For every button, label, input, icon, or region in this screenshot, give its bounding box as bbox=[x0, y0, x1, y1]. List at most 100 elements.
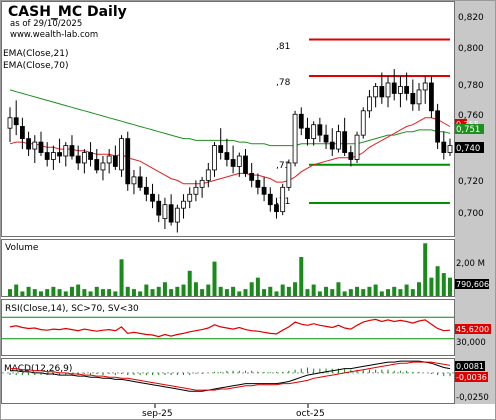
candle-body bbox=[367, 96, 372, 112]
volume-bar bbox=[88, 291, 93, 296]
candle-body bbox=[168, 204, 174, 223]
volume-bar bbox=[125, 286, 130, 296]
as-of-date: as of 29/10/2025 bbox=[10, 19, 82, 29]
candle-body bbox=[422, 82, 428, 91]
volume-bar bbox=[255, 277, 260, 296]
candle-body bbox=[38, 141, 44, 153]
volume-value-tag bbox=[455, 279, 489, 289]
candle-body bbox=[199, 179, 205, 188]
candle-body bbox=[100, 162, 106, 171]
candle-body bbox=[329, 141, 335, 150]
candle-body bbox=[131, 176, 137, 185]
volume-bar bbox=[162, 282, 167, 296]
volume-bar bbox=[435, 266, 440, 296]
volume-bar bbox=[410, 289, 415, 296]
ema21-legend: EMA(Close,21) bbox=[3, 49, 68, 59]
candle-body bbox=[435, 110, 441, 143]
volume-bar bbox=[218, 286, 223, 296]
volume-bar bbox=[429, 277, 434, 296]
candle-body bbox=[218, 145, 224, 153]
candle-body bbox=[125, 138, 131, 185]
candle-body bbox=[317, 124, 323, 136]
volume-bar bbox=[262, 289, 267, 296]
candle-body bbox=[336, 131, 341, 150]
candle-body bbox=[44, 152, 50, 160]
price-tick-label: 0,780 bbox=[458, 81, 484, 91]
price-tick-label: 0,700 bbox=[458, 209, 484, 219]
macd-path bbox=[10, 360, 451, 392]
candle-body bbox=[274, 204, 279, 213]
volume-bar bbox=[144, 284, 149, 296]
volume-bar bbox=[423, 243, 428, 296]
rsi-value: 45,6200 bbox=[456, 325, 489, 334]
candle-body bbox=[348, 152, 354, 160]
volume-bar bbox=[441, 273, 446, 296]
volume-label: Volume bbox=[5, 243, 39, 253]
ema21-value-tag bbox=[455, 119, 467, 128]
level-lines bbox=[309, 38, 450, 204]
x-axis-label: sep-25 bbox=[142, 409, 173, 419]
volume-bar bbox=[379, 291, 384, 296]
macd-label: MACD(12,26,9) bbox=[4, 364, 72, 374]
candle-body bbox=[447, 145, 453, 153]
candle-body bbox=[354, 134, 360, 160]
macd-tick-label: -0,0250 bbox=[456, 393, 489, 403]
volume-bar bbox=[14, 284, 19, 296]
macd-value: 0,0081 bbox=[456, 362, 484, 371]
candle-body bbox=[112, 155, 118, 167]
volume-bar bbox=[317, 291, 322, 296]
candle-body bbox=[69, 145, 75, 157]
candle-body bbox=[292, 113, 298, 164]
rsi-path bbox=[9, 318, 451, 338]
candle-body bbox=[94, 159, 100, 171]
candle-body bbox=[230, 159, 236, 167]
volume-bar bbox=[94, 286, 99, 296]
resistance-label: ,78 bbox=[276, 78, 291, 88]
volume-panel bbox=[1, 239, 455, 297]
rsi-value-tag bbox=[455, 324, 491, 334]
price-tick-label: 0,760 bbox=[458, 111, 484, 121]
volume-bar bbox=[324, 286, 329, 296]
candle-body bbox=[26, 138, 31, 150]
price-panel bbox=[1, 1, 455, 237]
website-link[interactable]: www.wealth-lab.com bbox=[10, 30, 98, 40]
candle-body bbox=[398, 86, 403, 94]
volume-bar bbox=[212, 261, 217, 296]
volume-bars bbox=[8, 243, 452, 296]
candle-body bbox=[373, 86, 379, 98]
volume-bar bbox=[448, 277, 452, 296]
ema70-legend: EMA(Close,70) bbox=[3, 61, 68, 71]
candle-body bbox=[267, 193, 273, 206]
candle-body bbox=[162, 204, 168, 220]
last-price-tag bbox=[455, 142, 484, 153]
candle-body bbox=[181, 200, 186, 209]
candle-body bbox=[243, 155, 248, 174]
rsi-tick-label: 30,000 bbox=[456, 338, 486, 348]
candle-body bbox=[187, 193, 193, 202]
volume-bar bbox=[206, 284, 211, 296]
macd-signal-value: -0,0036 bbox=[456, 373, 487, 382]
candle-body bbox=[193, 186, 199, 195]
volume-bar bbox=[107, 289, 112, 296]
ema21-line bbox=[9, 117, 451, 185]
volume-bar bbox=[311, 284, 316, 296]
volume-bar bbox=[82, 289, 87, 296]
volume-bar bbox=[224, 289, 229, 296]
ema70-value: 0,751 bbox=[456, 125, 480, 135]
candle-body bbox=[224, 152, 230, 160]
volume-bar bbox=[417, 282, 422, 296]
price-tick-label: 0,800 bbox=[458, 44, 484, 54]
candle-body bbox=[137, 176, 143, 188]
volume-bar bbox=[361, 289, 366, 296]
candle-body bbox=[50, 152, 56, 160]
volume-bar bbox=[45, 289, 50, 296]
volume-bar bbox=[367, 286, 372, 296]
volume-bar bbox=[76, 284, 81, 296]
volume-bar bbox=[342, 291, 347, 296]
candle-body bbox=[410, 93, 416, 105]
candle-body bbox=[57, 152, 62, 157]
volume-bar bbox=[330, 289, 335, 296]
volume-bar bbox=[280, 284, 285, 296]
